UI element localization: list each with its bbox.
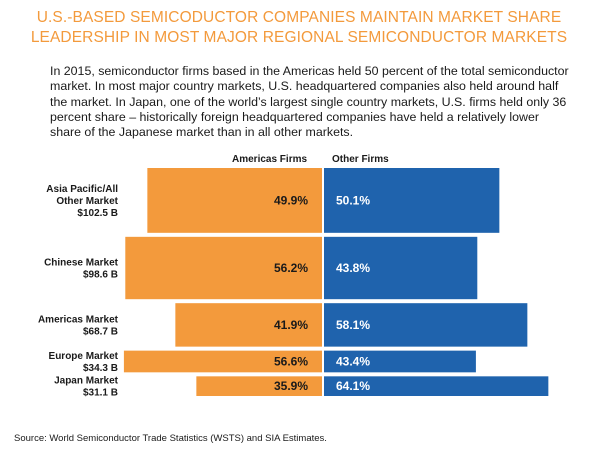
bar-americas-firms-3 xyxy=(123,350,323,373)
chart-title: U.S.-BASED SEMICODUCTOR COMPANIES MAINTA… xyxy=(0,8,598,48)
label-americas-firms-1: 56.2% xyxy=(274,261,308,275)
bar-other-firms-3 xyxy=(324,350,476,373)
chart-title-line-2: LEADERSHIP IN MOST MAJOR REGIONAL SEMICO… xyxy=(30,29,568,46)
legend-americas-firms: Americas Firms xyxy=(232,154,308,165)
legend-other-firms: Other Firms xyxy=(332,154,389,165)
category-label-3-line-0: Europe Market xyxy=(49,351,119,362)
bar-americas-firms-2 xyxy=(175,303,322,347)
source-note: Source: World Semiconductor Trade Statis… xyxy=(14,433,327,444)
label-other-firms-4: 64.1% xyxy=(336,379,370,393)
category-label-4-line-0: Japan Market xyxy=(54,376,119,387)
label-other-firms-1: 43.8% xyxy=(336,261,370,275)
bar-other-firms-4 xyxy=(324,376,549,396)
category-label-2-line-1: $68.7 B xyxy=(83,326,118,337)
category-label-0-line-1: Other Market xyxy=(56,196,118,207)
label-other-firms-0: 50.1% xyxy=(336,193,370,207)
category-label-1-line-1: $98.6 B xyxy=(83,270,118,281)
bar-americas-firms-0 xyxy=(147,168,322,233)
chart-title-line-1: U.S.-BASED SEMICODUCTOR COMPANIES MAINTA… xyxy=(36,9,562,26)
label-americas-firms-0: 49.9% xyxy=(274,193,308,207)
bar-other-firms-1 xyxy=(324,236,478,300)
category-label-2-line-0: Americas Market xyxy=(38,314,119,325)
bar-americas-firms-1 xyxy=(125,236,322,300)
bar-other-firms-2 xyxy=(324,303,528,347)
bar-other-firms-0 xyxy=(324,168,500,233)
label-other-firms-2: 58.1% xyxy=(336,318,370,332)
bar-americas-firms-4 xyxy=(196,376,322,396)
description-paragraph: In 2015, semiconductor firms based in th… xyxy=(50,64,569,140)
label-other-firms-3: 43.4% xyxy=(336,354,370,368)
label-americas-firms-4: 35.9% xyxy=(274,379,308,393)
category-label-0-line-0: Asia Pacific/All xyxy=(46,184,118,195)
category-label-1-line-0: Chinese Market xyxy=(44,258,119,269)
label-americas-firms-3: 56.6% xyxy=(274,354,308,368)
category-label-3-line-1: $34.3 B xyxy=(83,363,118,374)
label-americas-firms-2: 41.9% xyxy=(274,318,308,332)
category-label-4-line-1: $31.1 B xyxy=(83,388,118,399)
category-label-0-line-2: $102.5 B xyxy=(77,208,118,219)
